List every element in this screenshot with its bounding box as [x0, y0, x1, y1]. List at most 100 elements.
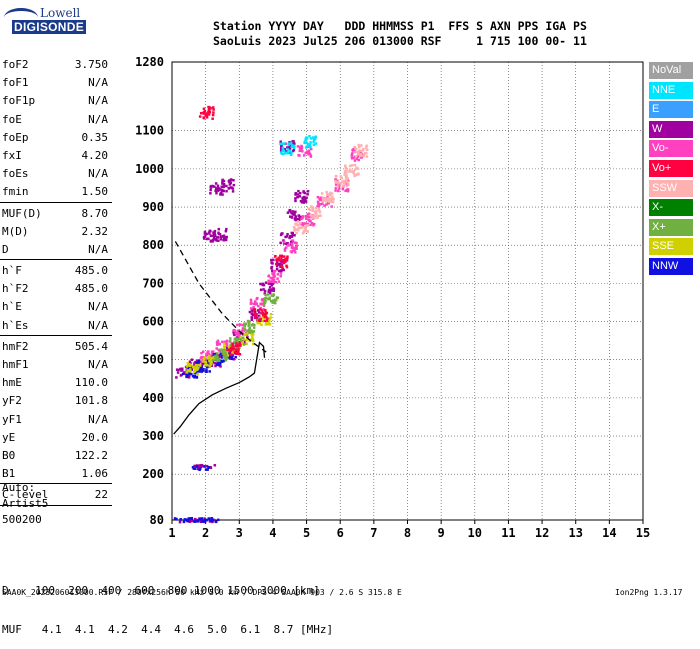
echo-point: [254, 316, 257, 319]
echo-point: [204, 358, 208, 362]
echo-point: [280, 260, 284, 263]
legend-item-x-: X+: [649, 218, 693, 236]
param-value: N/A: [88, 94, 108, 108]
echo-point: [224, 341, 227, 345]
echo-point: [317, 202, 320, 205]
header-line-2: SaoLuis 2023 Jul25 206 013000 RSF 1 715 …: [213, 34, 587, 48]
echo-point: [310, 221, 314, 225]
echo-point: [294, 192, 298, 195]
echo-point: [186, 519, 190, 523]
echo-point: [297, 189, 300, 193]
echo-point: [233, 329, 237, 333]
echo-point: [210, 184, 213, 188]
echo-point: [223, 237, 226, 241]
echo-point: [264, 300, 267, 303]
echo-point: [252, 326, 256, 329]
echo-point: [264, 293, 267, 297]
echo-point: [280, 152, 284, 155]
echo-point: [345, 189, 348, 192]
echo-point: [302, 190, 305, 193]
echo-point: [210, 234, 213, 238]
echo-point: [250, 312, 254, 316]
echo-point: [193, 374, 197, 377]
echo-point: [353, 163, 357, 167]
echo-point: [276, 262, 280, 266]
echo-point: [274, 298, 278, 302]
echo-point: [288, 149, 291, 153]
echo-point: [202, 107, 206, 111]
echo-point: [195, 368, 198, 372]
y-tick-label: 200: [142, 467, 164, 481]
echo-point: [312, 143, 316, 147]
echo-point: [252, 306, 255, 309]
echo-point: [293, 234, 296, 237]
echo-point: [195, 359, 199, 363]
echo-point: [347, 182, 350, 186]
echo-point: [290, 235, 294, 238]
param-row: B0 122.2: [0, 447, 112, 465]
echo-point: [309, 146, 312, 149]
echo-point: [311, 207, 315, 210]
echo-point: [354, 147, 357, 151]
param-value: 485.0: [74, 282, 108, 296]
echo-point: [213, 234, 217, 238]
echo-point: [263, 289, 267, 293]
echo-point: [270, 299, 273, 303]
echo-point: [243, 325, 247, 328]
echo-point: [222, 354, 226, 358]
echo-point: [305, 151, 309, 154]
echo-point: [307, 143, 310, 146]
echo-point: [304, 222, 308, 225]
param-key: foEp: [2, 130, 29, 144]
echo-point: [199, 111, 203, 115]
echo-point: [287, 243, 290, 247]
echo-point: [262, 303, 266, 307]
echo-point: [240, 329, 244, 333]
echo-point: [339, 182, 343, 185]
echo-point: [279, 241, 282, 245]
echo-point: [328, 191, 332, 195]
echo-point: [236, 331, 240, 334]
echo-point: [220, 185, 223, 189]
echo-point: [200, 463, 203, 467]
echo-point: [267, 282, 271, 285]
y-tick-label: 1000: [135, 162, 164, 176]
echo-point: [361, 152, 364, 156]
echo-point: [232, 330, 235, 334]
echo-point: [187, 369, 190, 373]
echo-point: [364, 146, 368, 150]
echo-point: [214, 364, 217, 368]
echo-point: [212, 234, 216, 237]
echo-point: [304, 225, 307, 228]
echo-point: [309, 213, 313, 216]
echo-point: [334, 186, 338, 190]
echo-point: [217, 358, 221, 362]
echo-point: [208, 370, 211, 373]
echo-point: [199, 360, 202, 364]
legend-item-sse: SSE: [649, 238, 693, 256]
legend-item-nne: NNE: [649, 81, 693, 99]
echo-point: [201, 350, 205, 353]
echo-point: [350, 157, 354, 160]
echo-point: [341, 187, 345, 191]
echo-point: [207, 354, 211, 358]
echo-point: [311, 209, 315, 212]
echo-point: [224, 358, 228, 362]
echo-point: [200, 360, 204, 363]
echo-point: [221, 188, 224, 192]
echo-point: [317, 209, 320, 212]
echo-point: [340, 176, 343, 180]
echo-point: [217, 348, 220, 352]
echo-point: [216, 341, 220, 344]
echo-point: [212, 352, 216, 356]
echo-point: [206, 365, 210, 369]
echo-point: [241, 340, 244, 344]
echo-point: [284, 260, 287, 263]
echo-point: [266, 322, 270, 326]
echo-point: [301, 224, 305, 227]
y-tick-label: 700: [142, 276, 164, 290]
echo-point: [199, 367, 202, 370]
echo-point: [199, 357, 203, 360]
echo-point: [214, 520, 218, 523]
param-key: foF2: [2, 58, 29, 71]
